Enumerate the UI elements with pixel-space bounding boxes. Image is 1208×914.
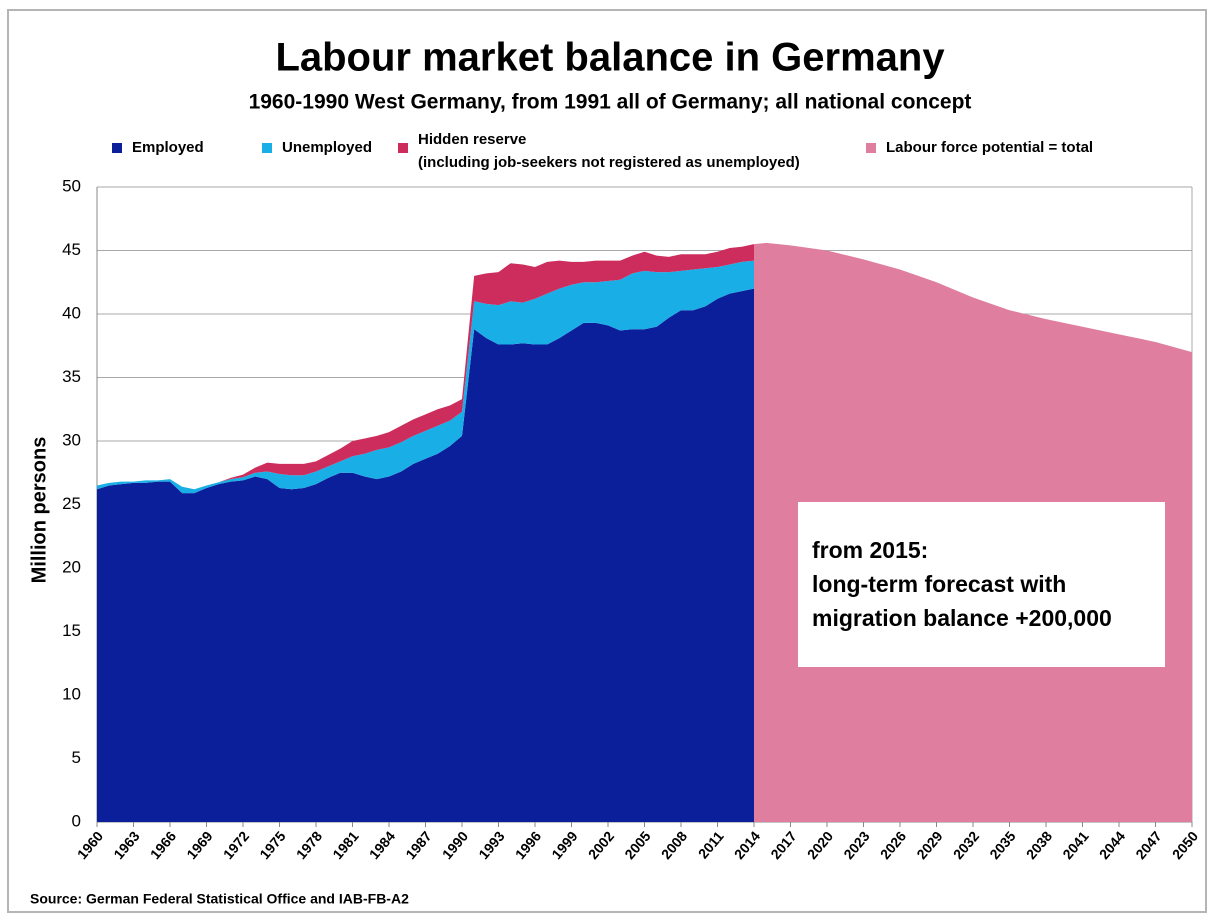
source: Source: German Federal Statistical Offic…	[30, 891, 409, 907]
chart-subtitle: 1960-1990 West Germany, from 1991 all of…	[249, 91, 972, 114]
y-tick-label: 35	[62, 367, 81, 386]
legend-swatch	[112, 143, 122, 153]
legend-note: (including job-seekers not registered as…	[418, 154, 800, 171]
y-tick-label: 45	[62, 240, 81, 259]
y-tick-label: 40	[62, 303, 81, 322]
y-tick-label: 30	[62, 430, 81, 449]
chart-title: Labour market balance in Germany	[275, 36, 945, 80]
y-tick-label: 0	[72, 811, 81, 830]
y-tick-label: 25	[62, 494, 81, 513]
legend-swatch	[398, 143, 408, 153]
legend-swatch	[866, 143, 876, 153]
legend: Employed Unemployed Hidden reserve (includi…	[112, 131, 1093, 171]
legend-label: Unemployed	[282, 139, 372, 156]
annotation: migration balance +200,000	[812, 605, 1112, 631]
y-tick-label: 10	[62, 684, 81, 703]
legend-label: Labour force potential = total	[886, 139, 1093, 156]
legend-label: Hidden reserve	[418, 131, 526, 148]
area	[97, 244, 754, 490]
annotation: long-term forecast with	[812, 571, 1066, 597]
annotation: from 2015:	[812, 537, 928, 563]
y-tick-label: 50	[62, 176, 81, 195]
y-axis-label: Million persons	[28, 437, 50, 584]
y-tick-label: 20	[62, 557, 81, 576]
legend-label: Employed	[132, 139, 204, 156]
area	[97, 260, 754, 494]
area	[97, 288, 754, 823]
legend-swatch	[262, 143, 272, 153]
annotation-box	[798, 502, 1165, 667]
y-tick-label: 15	[62, 621, 81, 640]
y-tick-label: 5	[72, 748, 81, 767]
